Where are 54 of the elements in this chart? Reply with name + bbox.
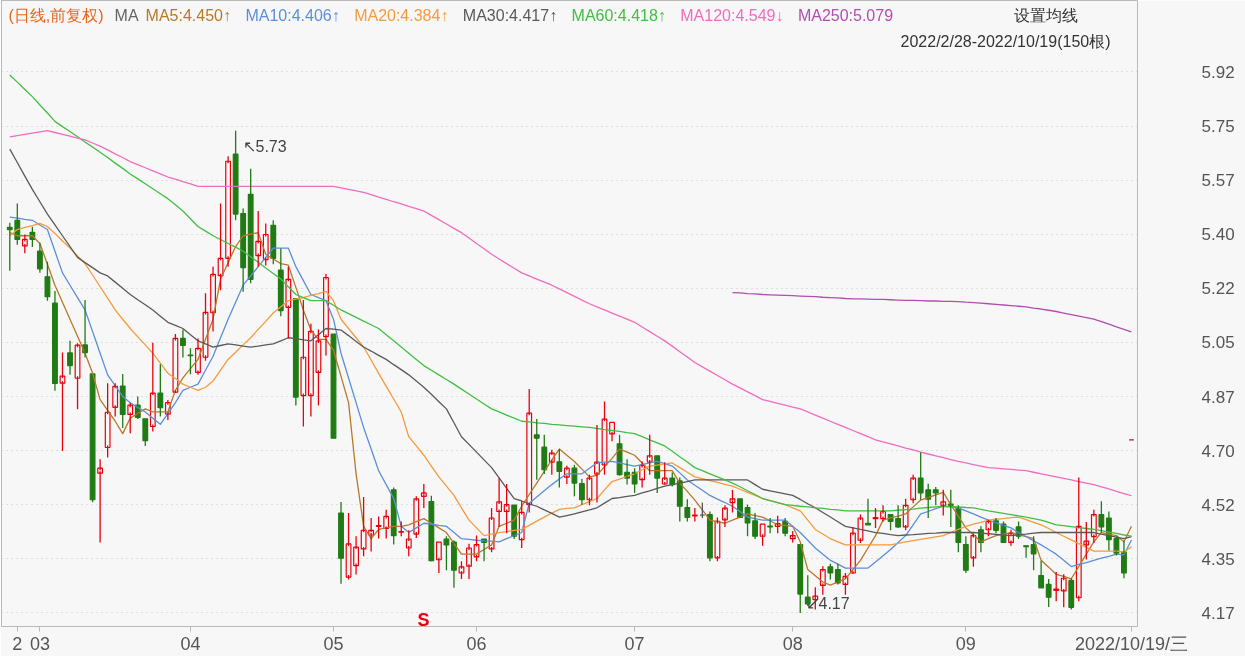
text: MA30:4.417↑ [462, 7, 558, 24]
y-tick-label: 5.40 [1201, 225, 1235, 245]
candlestick [962, 535, 969, 574]
candlestick [52, 290, 58, 392]
candlestick [36, 242, 43, 274]
candlestick [1038, 560, 1045, 589]
line-series [731, 291, 1133, 333]
text: MA60:4.418↑ [571, 7, 666, 24]
text: MA250:5.079 [797, 7, 894, 24]
text: MA20:4.384↑ [354, 7, 449, 24]
candlestick [67, 340, 73, 376]
y-tick-label: 5.75 [1201, 117, 1235, 137]
candlestick [1023, 545, 1030, 559]
x-tick-label: 2022/10/19/三 [1074, 633, 1189, 654]
x-tick-label: 07 [624, 633, 645, 654]
chart-title: (日线,前复权) [8, 7, 104, 24]
candlestick [706, 510, 713, 562]
candlestick [1121, 540, 1127, 579]
y-tick-label: 5.05 [1201, 333, 1235, 353]
y-tick-label: 4.35 [1201, 549, 1235, 569]
candlestick [466, 543, 472, 580]
x-tick-label: 09 [955, 633, 976, 654]
x-tick-label: 05 [323, 633, 344, 654]
candlestick [797, 543, 804, 614]
text: MA10:4.406↑ [245, 7, 340, 24]
x-tick-label: 03 [29, 633, 50, 654]
x-tick-label: 04 [180, 633, 201, 654]
x-tick-label: 2 [12, 633, 23, 654]
candlestick [338, 501, 344, 585]
annotation: 2022/2/28-2022/10/19(150根) [900, 33, 1111, 50]
annotation: 设置均线 [1013, 7, 1078, 24]
candlestick [300, 299, 307, 428]
annotation: ↖5.73 [242, 138, 287, 155]
candlestick [578, 478, 585, 506]
y-tick-label: 4.87 [1201, 387, 1235, 407]
candlestick [435, 541, 442, 574]
text: MA5:4.450↑ [145, 7, 231, 24]
y-tick-label: 5.22 [1201, 279, 1235, 299]
y-tick-label: 4.17 [1201, 603, 1235, 623]
annotation: S [417, 609, 430, 630]
y-tick-label: 4.70 [1201, 441, 1235, 461]
candlestick [59, 351, 66, 452]
y-tick-label: 5.92 [1201, 62, 1235, 82]
x-tick-label: 06 [466, 633, 487, 654]
x-tick-label: 08 [782, 633, 803, 654]
candlestick [292, 297, 299, 407]
y-tick-label: 5.57 [1201, 171, 1235, 191]
candlestick [210, 266, 216, 333]
y-tick-label: 4.52 [1201, 495, 1235, 515]
candlestick [503, 483, 510, 534]
legend-title: MA [114, 7, 139, 24]
candlestick [767, 517, 774, 534]
text: MA120:4.549↓ [680, 7, 784, 24]
candlestick [451, 539, 457, 589]
